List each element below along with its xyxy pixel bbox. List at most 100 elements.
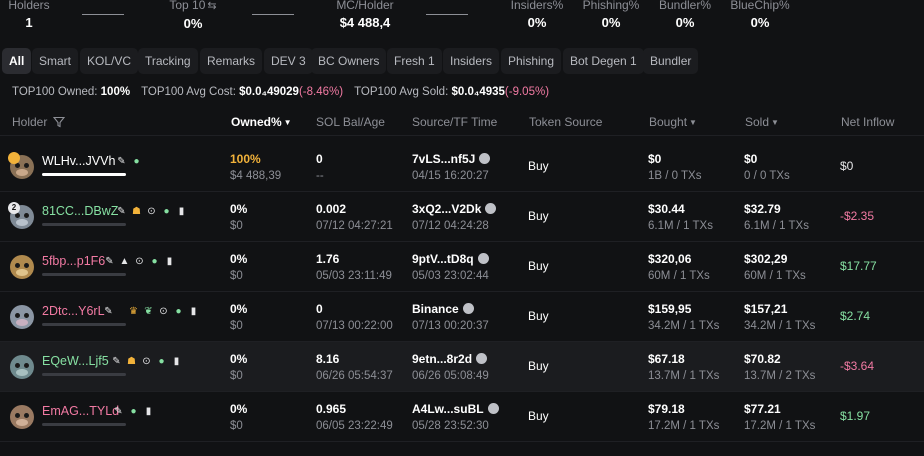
avatar bbox=[10, 405, 34, 429]
source-address-label: 9ptV...tD8q bbox=[412, 252, 474, 266]
col-bought-label: Bought bbox=[649, 115, 688, 129]
divider bbox=[82, 14, 124, 15]
owned-value: $4 488,39 bbox=[230, 170, 282, 182]
source-address[interactable]: A4Lw...suBL bbox=[412, 402, 499, 416]
bought-amount: $30.44 bbox=[648, 202, 685, 216]
net-inflow: $0 bbox=[840, 159, 854, 173]
table-row[interactable]: 1 WLHv...JVVh ✎ ● 100% $4 488,39 0 -- 7vL… bbox=[0, 142, 924, 192]
stat-phishing: Phishing% 0% bbox=[580, 0, 642, 32]
exchange-icon bbox=[487, 403, 499, 414]
pencil-icon[interactable]: ✎ bbox=[117, 156, 126, 168]
col-sold[interactable]: Sold ▼ bbox=[745, 115, 779, 129]
tab-smart[interactable]: Smart bbox=[32, 48, 79, 74]
owned-label: TOP100 Owned: bbox=[12, 86, 98, 98]
pencil-icon[interactable]: ✎ bbox=[112, 356, 121, 368]
tab-insiders[interactable]: Insiders bbox=[443, 48, 500, 74]
owned-pct: 100% bbox=[230, 152, 261, 166]
tab-bundler[interactable]: Bundler bbox=[643, 48, 699, 74]
stat-mc-holder: MC/Holder $4 488,4 bbox=[330, 0, 400, 32]
table-row[interactable]: 2 81CC...DBwZ ✎ ☗ ⊙ ● ▮ 0% $0 0.002 07/12 04… bbox=[0, 192, 924, 242]
source-time: 07/13 00:20:37 bbox=[412, 320, 489, 332]
pencil-icon[interactable]: ✎ bbox=[104, 306, 113, 318]
bought-amount: $0 bbox=[648, 152, 662, 166]
tab-all[interactable]: All bbox=[2, 48, 32, 74]
source-time: 06/26 05:08:49 bbox=[412, 370, 489, 382]
holding-bar bbox=[42, 173, 126, 176]
stats-bar: Holders 1 Top 10 ⇆ 0% MC/Holder $4 488,4 … bbox=[0, 0, 924, 40]
wallet-age: 06/26 05:54:37 bbox=[316, 370, 393, 382]
col-sol-bal[interactable]: SOL Bal/Age bbox=[316, 115, 385, 129]
col-net-inflow[interactable]: Net Inflow bbox=[841, 115, 895, 129]
user-icon: ● bbox=[133, 156, 140, 168]
owned-pct: 0% bbox=[230, 302, 248, 316]
col-bought[interactable]: Bought ▼ bbox=[649, 115, 697, 129]
swap-icon[interactable]: ⇆ bbox=[207, 0, 217, 12]
tab-dev[interactable]: DEV 3 bbox=[264, 48, 313, 74]
tab-fresh[interactable]: Fresh 1 bbox=[387, 48, 442, 74]
holder-address[interactable]: WLHv...JVVh bbox=[42, 154, 116, 168]
tab-phishing[interactable]: Phishing bbox=[501, 48, 562, 74]
stat-insiders-value: 0% bbox=[527, 15, 547, 30]
sol-balance: 8.16 bbox=[316, 352, 340, 366]
holder-address[interactable]: EQeW...Ljf5 bbox=[42, 354, 109, 368]
table-row[interactable]: 5fbp...p1F6 ✎ ▲ ⊙ ● ▮ 0% $0 1.76 05/03 23:11… bbox=[0, 242, 924, 292]
source-address-label: 7vLS...nf5J bbox=[412, 152, 476, 166]
pencil-icon[interactable]: ✎ bbox=[117, 206, 126, 218]
source-address[interactable]: Binance bbox=[412, 302, 474, 316]
token-source: Buy bbox=[528, 359, 549, 373]
source-time: 07/12 04:24:28 bbox=[412, 220, 489, 232]
sold-amount: $157,21 bbox=[744, 302, 788, 316]
holder-address[interactable]: 81CC...DBwZ bbox=[42, 204, 119, 218]
table-row[interactable]: 2Dtc...Y6rL ✎ ♛ ❦ ⊙ ● ▮ 0% $0 0 07/13 00:22:0… bbox=[0, 292, 924, 342]
pencil-icon[interactable]: ✎ bbox=[105, 256, 114, 268]
avatar bbox=[10, 305, 34, 329]
holder-address[interactable]: 5fbp...p1F6 bbox=[42, 254, 106, 268]
tab-kol-vc[interactable]: KOL/VC bbox=[80, 48, 139, 74]
owned-value: $0 bbox=[230, 370, 243, 382]
user-icon: ● bbox=[175, 306, 182, 318]
holder-address[interactable]: 2Dtc...Y6rL bbox=[42, 304, 105, 318]
sol-balance: 0 bbox=[316, 302, 323, 316]
bought-txs: 17.2M / 1 TXs bbox=[648, 420, 720, 432]
col-token-source[interactable]: Token Source bbox=[529, 115, 603, 129]
token-source: Buy bbox=[528, 309, 549, 323]
divider bbox=[252, 14, 294, 15]
sol-balance: 0.965 bbox=[316, 402, 347, 416]
avg-sold-change: (-9.05%) bbox=[504, 86, 550, 98]
filter-icon[interactable] bbox=[52, 116, 65, 128]
table-row[interactable]: EQeW...Ljf5 ✎ ☗ ⊙ ● ▮ 0% $0 8.16 06/26 05:54… bbox=[0, 342, 924, 392]
holding-bar bbox=[42, 423, 126, 426]
owned-value: 100% bbox=[100, 86, 131, 98]
owned-value: $0 bbox=[230, 420, 243, 432]
col-owned[interactable]: Owned% ▼ bbox=[231, 115, 292, 129]
source-address[interactable]: 9ptV...tD8q bbox=[412, 252, 489, 266]
owned-pct: 0% bbox=[230, 352, 248, 366]
col-source[interactable]: Source/TF Time bbox=[412, 115, 498, 129]
net-inflow: $2.74 bbox=[840, 309, 871, 323]
stat-top10: Top 10 ⇆ 0% bbox=[160, 0, 226, 33]
holder-address[interactable]: EmAG...TYLd bbox=[42, 404, 120, 418]
stat-insiders: Insiders% 0% bbox=[508, 0, 566, 32]
wallet-icon: ▮ bbox=[145, 406, 152, 418]
tab-remarks[interactable]: Remarks bbox=[200, 48, 263, 74]
source-address[interactable]: 9etn...8r2d bbox=[412, 352, 488, 366]
wallet-age: -- bbox=[316, 170, 324, 182]
holding-bar bbox=[42, 223, 126, 226]
sold-amount: $77.21 bbox=[744, 402, 781, 416]
tab-bot-degen[interactable]: Bot Degen 1 bbox=[563, 48, 644, 74]
token-source: Buy bbox=[528, 259, 549, 273]
pencil-icon[interactable]: ✎ bbox=[114, 406, 123, 418]
col-holder[interactable]: Holder bbox=[12, 115, 65, 129]
source-time: 05/28 23:52:30 bbox=[412, 420, 489, 432]
stat-bundler-value: 0% bbox=[675, 15, 695, 30]
tab-bc-owners[interactable]: BC Owners bbox=[311, 48, 387, 74]
source-address-label: 9etn...8r2d bbox=[412, 352, 473, 366]
stat-bundler-label: Bundler% bbox=[658, 0, 712, 12]
owned-value: $0 bbox=[230, 270, 243, 282]
source-address[interactable]: 3xQ2...V2Dk bbox=[412, 202, 497, 216]
table-row[interactable]: EmAG...TYLd ✎ ● ▮ 0% $0 0.965 06/05 23:22:… bbox=[0, 392, 924, 442]
owned-pct: 0% bbox=[230, 252, 248, 266]
source-address[interactable]: 7vLS...nf5J bbox=[412, 152, 491, 166]
stat-insiders-label: Insiders% bbox=[510, 0, 564, 12]
tab-tracking[interactable]: Tracking bbox=[138, 48, 198, 74]
